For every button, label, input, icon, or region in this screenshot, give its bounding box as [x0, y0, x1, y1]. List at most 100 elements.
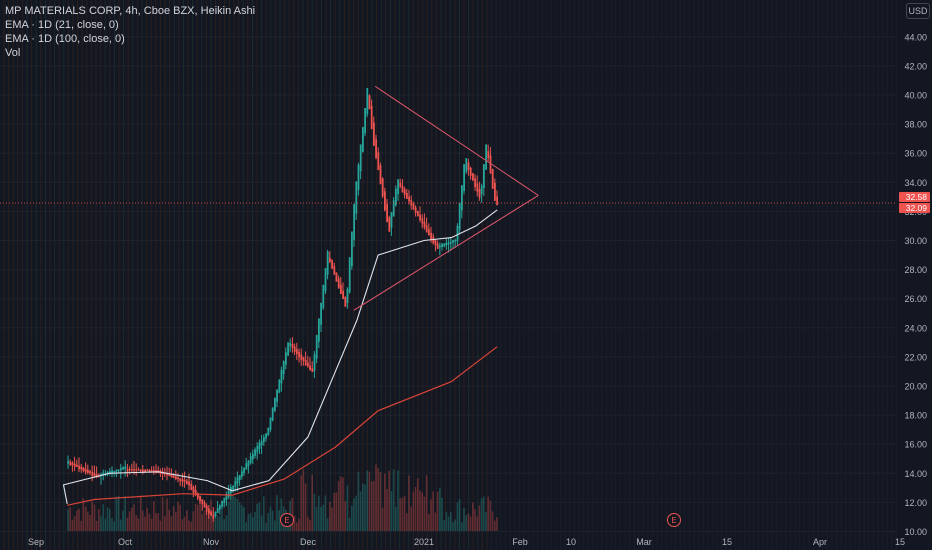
volume-bar: [309, 519, 311, 531]
volume-bar: [153, 501, 155, 531]
candle-body: [102, 472, 105, 476]
volume-bar: [487, 496, 489, 531]
volume-bar: [320, 506, 322, 531]
volume-bar: [331, 507, 333, 531]
candle-body: [131, 469, 133, 471]
volume-bar: [441, 497, 443, 531]
volume-bar: [135, 515, 137, 531]
volume-bar: [126, 517, 129, 531]
volume-bar: [326, 518, 329, 531]
candle-body: [188, 481, 190, 486]
volume-bar: [249, 512, 252, 531]
candle-body: [243, 467, 245, 474]
price-tick-label: 34.00: [904, 178, 927, 188]
time-tick-label: Dec: [300, 537, 317, 547]
volume-bar: [439, 488, 441, 531]
candle-body: [342, 290, 344, 300]
volume-bar: [432, 491, 434, 531]
candle-body: [450, 241, 452, 244]
candle-body: [452, 239, 454, 243]
volume-bar: [386, 489, 388, 531]
volume-bar: [434, 512, 437, 531]
candle-body: [71, 462, 74, 466]
volume-bar: [401, 497, 404, 531]
volume-bar: [192, 511, 195, 531]
time-tick-label: 15: [722, 537, 732, 547]
candle-body: [324, 268, 327, 292]
volume-bar: [201, 513, 203, 531]
volume-bar: [89, 515, 91, 531]
volume-bar: [494, 520, 496, 531]
candle-body: [399, 182, 402, 187]
candle-body: [258, 442, 261, 449]
candle-body: [293, 346, 296, 353]
volume-bar: [423, 496, 426, 531]
volume-bar: [95, 520, 98, 531]
volume-bar: [190, 521, 192, 531]
price-tick-label: 36.00: [904, 149, 927, 159]
volume-bar: [265, 522, 267, 531]
volume-bar: [131, 507, 133, 531]
candle-body: [315, 334, 318, 359]
volume-bar: [311, 474, 313, 531]
volume-bar: [276, 495, 278, 531]
candle-body: [106, 471, 109, 475]
volume-bar: [375, 464, 377, 531]
volume-bar: [263, 496, 265, 531]
candle-body: [445, 242, 448, 246]
price-axis[interactable]: 10.00 12.00 14.00 16.00 18.00 20.00 22.00 24.00…: [897, 0, 932, 550]
volume-bar: [280, 498, 283, 531]
volume-bar: [137, 518, 140, 531]
time-tick-label: Feb: [512, 537, 528, 547]
candle-body: [76, 464, 78, 468]
candle-body: [175, 476, 177, 480]
volume-bar: [353, 498, 355, 531]
candle-body: [326, 251, 329, 275]
price-tick-label: 42.00: [904, 61, 927, 71]
candle-body: [274, 397, 276, 412]
candle-body: [373, 122, 375, 146]
candle-body: [474, 178, 476, 188]
volume-bar: [278, 510, 280, 531]
candle-body: [436, 243, 439, 249]
candle-body: [203, 502, 206, 508]
volume-bar: [181, 519, 184, 531]
volume-bar: [428, 514, 430, 531]
candle-body: [458, 202, 461, 230]
candle-body: [282, 361, 285, 375]
volume-bar: [139, 495, 142, 531]
candle-body: [401, 185, 404, 193]
volume-bar: [430, 499, 432, 531]
volume-bar: [307, 516, 309, 531]
ema100-label: EMA · 1D (100, close, 0): [5, 33, 125, 45]
volume-bar: [106, 507, 109, 531]
volume-bar: [227, 501, 230, 531]
volume-bar: [436, 491, 439, 531]
volume-bar: [247, 513, 250, 531]
candle-body: [267, 427, 270, 436]
candle-body: [80, 466, 83, 470]
candle-body: [265, 433, 267, 439]
candle-body: [168, 474, 171, 477]
candle-body: [179, 478, 182, 482]
volume-bar: [69, 507, 71, 531]
price-tick-label: 40.00: [904, 91, 927, 101]
candle-body: [403, 189, 406, 195]
volume-bar: [397, 470, 399, 531]
volume-bar: [203, 510, 206, 531]
last-price-badge: [899, 191, 930, 202]
ema-price-badge: [899, 202, 930, 213]
volume-bar: [421, 492, 423, 531]
volume-bar: [318, 495, 320, 531]
volume-bar: [414, 486, 417, 531]
volume-bar: [122, 510, 124, 531]
time-axis[interactable]: Sep Oct Nov Dec 2021 Feb 10 Mar 15 Apr 15 E E: [28, 513, 905, 548]
grid: [0, 0, 897, 550]
candle-body: [351, 231, 353, 267]
volume-bar: [293, 515, 296, 531]
candle-body: [496, 196, 498, 206]
volume-bar: [324, 495, 327, 531]
volume-bar: [179, 504, 181, 531]
currency-button[interactable]: USD: [906, 3, 930, 19]
